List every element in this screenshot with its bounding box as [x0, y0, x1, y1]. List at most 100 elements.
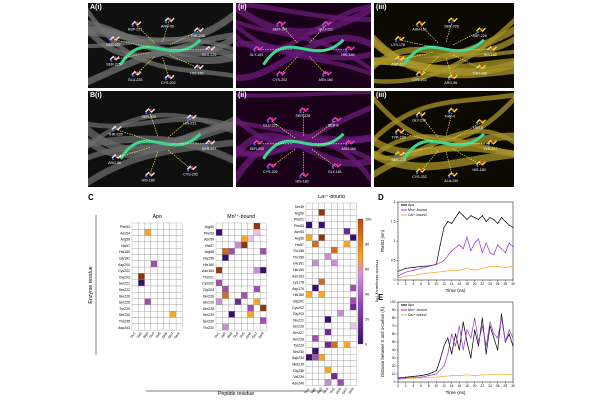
- heatmap-cell: [175, 241, 183, 249]
- nitrogen-atom: [345, 143, 348, 146]
- heatmap-cell: [259, 292, 267, 299]
- nitrogen-atom: [266, 166, 270, 169]
- heatmap-cell: [228, 323, 236, 331]
- nitrogen-atom: [187, 169, 190, 172]
- distance-data-point: [428, 375, 430, 377]
- distance-data-point: [481, 374, 483, 376]
- heatmap-figure: Apo Phe53 Asn54 Arg56 His57 His160 Gly181 Asp20…: [88, 195, 378, 397]
- residue-label: ASP-226: [472, 34, 486, 38]
- oxygen-atom: [191, 115, 194, 118]
- heatmap-cell: [349, 322, 357, 330]
- distance-y-tick-label: 40: [392, 348, 396, 352]
- heatmap-cell: [228, 273, 236, 280]
- protein-ribbon: [374, 95, 514, 143]
- rmsd-data-point: [501, 217, 502, 219]
- peptide-residue-label: Gln6: [245, 331, 252, 339]
- heatmap-cell: [215, 273, 223, 280]
- enzyme-residue-label: Asp200: [118, 263, 130, 267]
- heatmap-cell: [175, 222, 183, 230]
- heatmap-cell: [138, 273, 145, 280]
- distance-y-tick-label: 30: [392, 356, 396, 360]
- heatmap-cell: [337, 221, 344, 229]
- oxygen-atom: [135, 71, 138, 74]
- oxygen-atom: [280, 21, 283, 24]
- heatmap-cell: [175, 323, 183, 331]
- heatmap-cell: [234, 235, 242, 243]
- heatmap-cell: [305, 240, 313, 248]
- protein-ribbon: [236, 3, 371, 23]
- heatmap-cell: [312, 347, 319, 355]
- heatmap-cell: [324, 379, 332, 386]
- heatmap-cell: [131, 260, 139, 268]
- heatmap-cell: [324, 347, 332, 355]
- heatmap-cell: [222, 285, 229, 293]
- heatmap-cell: [337, 253, 344, 260]
- heatmap-cell: [312, 379, 319, 386]
- nitrogen-atom: [395, 154, 398, 158]
- distance-data-point: [512, 373, 514, 375]
- heatmap-cell: [343, 278, 351, 286]
- heatmap-cell: [228, 229, 236, 236]
- peptide-residue-label: Ser8: [347, 387, 354, 395]
- rmsd-data-point: [493, 254, 495, 256]
- heatmap-cell: [169, 229, 177, 236]
- residue-label: LYS-178: [391, 43, 405, 47]
- heatmap-cell: [138, 248, 145, 255]
- distance-x-tick-label: 24: [488, 384, 492, 388]
- residue-label: HIS-180: [472, 168, 485, 172]
- oxygen-atom: [480, 65, 483, 68]
- oxygen-atom: [335, 163, 339, 166]
- heatmap-cell: [215, 248, 223, 255]
- enzyme-residue-label: Gly159: [203, 257, 214, 261]
- rmsd-data-point: [504, 267, 506, 269]
- distance-data-point: [504, 341, 506, 343]
- oxygen-atom: [135, 21, 138, 24]
- enzyme-residue-label: Gln226: [203, 294, 214, 298]
- hbond-line: [453, 122, 481, 139]
- heatmap-cell: [349, 372, 357, 380]
- rmsd-data-point: [451, 222, 453, 224]
- heatmap-cell: [259, 311, 267, 318]
- heatmap-cell: [312, 253, 319, 260]
- nitrogen-atom: [194, 68, 197, 71]
- heatmap-cell: [228, 241, 236, 249]
- heatmap-cell: [337, 246, 344, 254]
- heatmap-cell: [343, 265, 351, 273]
- heatmap-cell: [222, 266, 229, 274]
- oxygen-atom: [420, 168, 423, 172]
- oxygen-atom: [303, 173, 306, 176]
- heatmap-cell: [234, 229, 242, 236]
- enzyme-residue-label: Ser228: [203, 307, 214, 311]
- heatmap-cell: [305, 291, 313, 298]
- heatmap-cell: [175, 298, 183, 306]
- protein-ribbon: [88, 45, 233, 86]
- residue-label: GLU-221: [318, 28, 333, 32]
- hbond-line: [135, 56, 155, 75]
- distance-data-point: [428, 373, 430, 375]
- distance-data-point: [512, 345, 514, 347]
- heatmap-cell: [144, 323, 152, 331]
- heatmap-cell: [343, 379, 351, 386]
- rmsd-x-tick-label: 22: [481, 282, 485, 286]
- nitrogen-atom: [448, 111, 451, 114]
- heatmap-cell: [318, 372, 326, 380]
- rmsd-data-point: [508, 224, 510, 226]
- oxygen-atom: [326, 21, 329, 24]
- residue-label: ALA-240: [444, 179, 458, 183]
- enzyme-residue-label: His180: [293, 293, 304, 297]
- heatmap-cell: [234, 279, 242, 287]
- heatmap-cell: [337, 360, 344, 367]
- heatmap-cell: [324, 272, 332, 279]
- enzyme-residue-label: Thr201: [203, 275, 214, 279]
- heatmap-cell: [318, 291, 326, 298]
- peptide-backbone: [402, 38, 486, 66]
- distance-y-tick-label: 60: [392, 332, 396, 336]
- heatmap-cell: [337, 202, 344, 210]
- structure-panel-label: (iii): [376, 4, 387, 11]
- enzyme-residue-label: Arg50: [205, 225, 214, 229]
- heatmap-cell: [318, 328, 326, 336]
- heatmap-cell: [163, 235, 170, 243]
- protein-ribbon: [374, 26, 514, 66]
- rmsd-x-tick-label: 18: [465, 282, 469, 286]
- rmsd-data-point: [497, 265, 499, 267]
